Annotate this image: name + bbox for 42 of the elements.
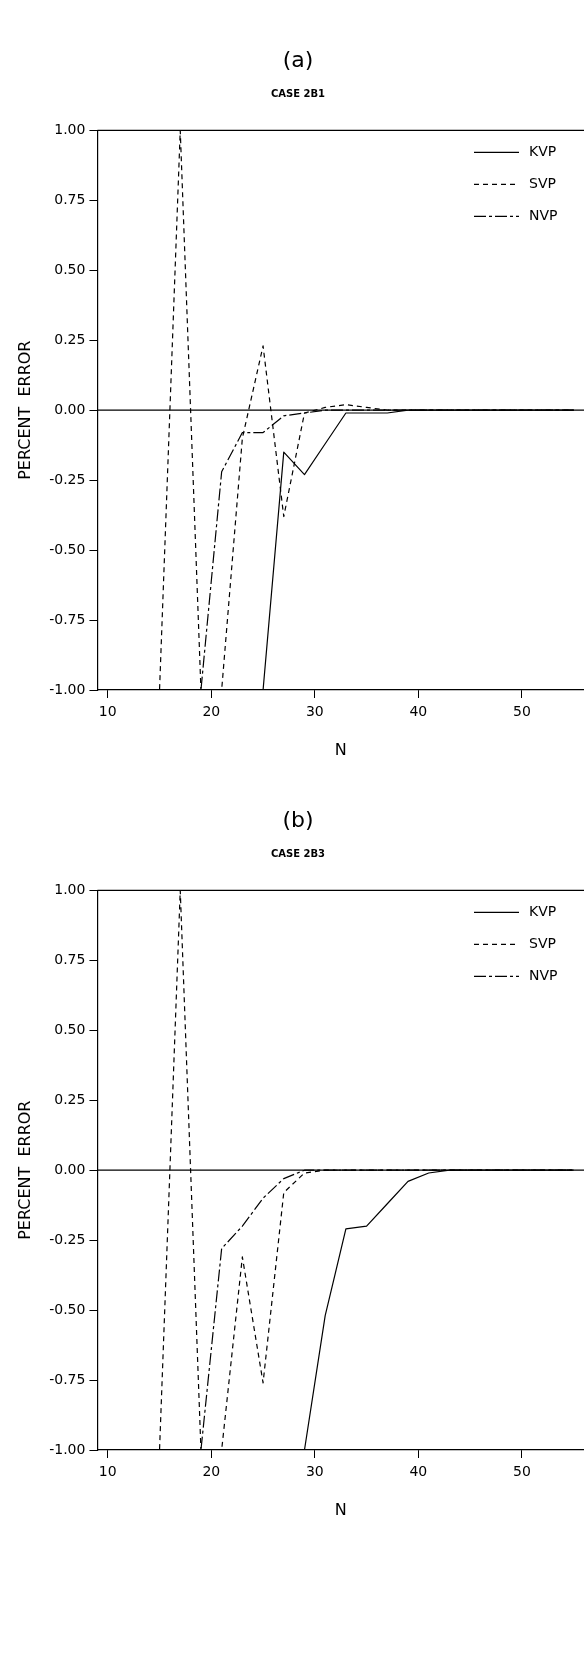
x-tick-label: 10 [98, 1463, 117, 1480]
x-tick-label: 40 [409, 703, 428, 720]
legend-label: NVP [529, 967, 558, 984]
y-axis-title: PERCENT ERROR [14, 340, 34, 480]
x-tick-label: 30 [305, 1463, 324, 1480]
legend-label: SVP [529, 935, 556, 952]
y-tick-label: 0.50 [54, 260, 86, 277]
chart-title: (a) [282, 46, 314, 72]
y-tick-label: 0.00 [54, 1160, 86, 1177]
x-tick-label: 50 [512, 703, 531, 720]
x-tick-label: 10 [98, 703, 117, 720]
legend-label: NVP [529, 207, 558, 224]
legend-label: SVP [529, 175, 556, 192]
y-tick-label: -0.25 [49, 1230, 86, 1247]
y-axis-title: PERCENT ERROR [14, 1100, 34, 1240]
chart-subtitle: CASE 2B1 [270, 87, 326, 99]
y-tick-label: 0.00 [54, 400, 86, 417]
y-tick-label: 0.25 [54, 330, 86, 347]
legend-label: KVP [529, 903, 557, 920]
y-tick-label: -0.50 [49, 540, 86, 557]
legend-label: KVP [529, 143, 557, 160]
x-tick-label: 20 [202, 703, 221, 720]
x-tick-label: 30 [305, 703, 324, 720]
y-tick-label: 1.00 [54, 881, 86, 898]
y-tick-label: -1.00 [49, 1440, 86, 1457]
y-tick-label: -0.50 [49, 1300, 86, 1317]
x-tick-label: 20 [202, 1463, 221, 1480]
x-axis-title: N [334, 739, 347, 759]
x-tick-label: 40 [409, 1463, 428, 1480]
y-tick-label: 0.50 [54, 1020, 86, 1037]
y-tick-label: -1.00 [49, 680, 86, 697]
y-tick-label: 0.75 [54, 950, 86, 967]
y-tick-label: 1.00 [54, 121, 86, 138]
y-tick-label: -0.75 [49, 1370, 86, 1387]
chart-subtitle: CASE 2B3 [270, 847, 326, 859]
x-tick-label: 50 [512, 1463, 531, 1480]
y-tick-label: 0.25 [54, 1090, 86, 1107]
y-tick-label: -0.25 [49, 470, 86, 487]
chart-title: (b) [282, 806, 314, 832]
y-tick-label: 0.75 [54, 190, 86, 207]
y-tick-label: -0.75 [49, 610, 86, 627]
x-axis-title: N [334, 1499, 347, 1519]
